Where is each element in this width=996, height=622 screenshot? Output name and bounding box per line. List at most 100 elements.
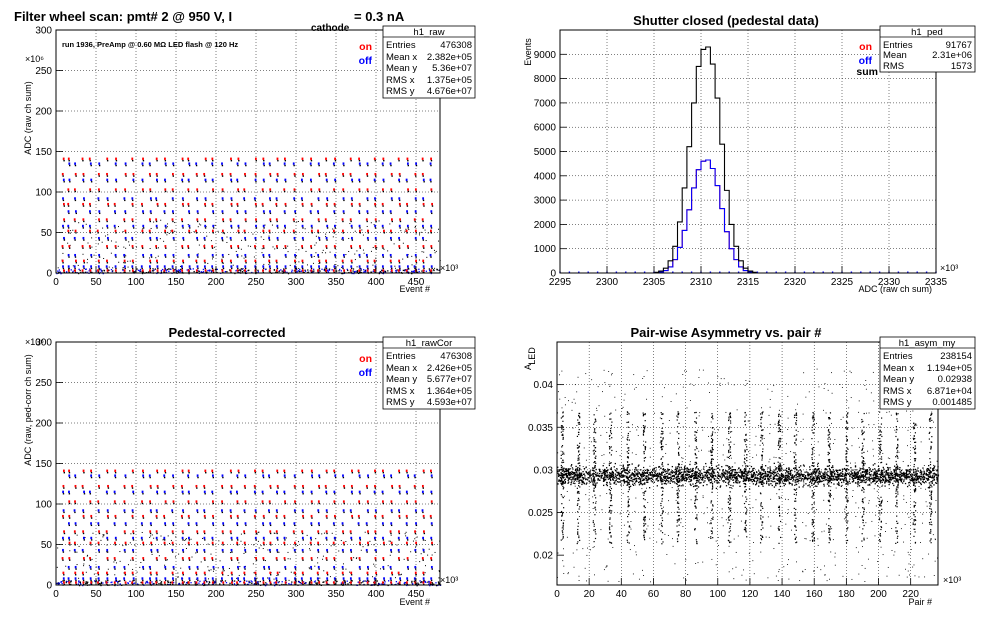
data-point <box>578 474 580 476</box>
data-point <box>696 465 698 468</box>
data-point <box>236 581 238 584</box>
data-point <box>251 582 253 585</box>
data-point <box>389 253 392 257</box>
data-point <box>148 474 151 477</box>
data-point <box>642 475 644 477</box>
data-point <box>430 469 432 472</box>
data-point <box>342 172 344 176</box>
data-point <box>430 500 433 503</box>
data-point <box>157 487 159 489</box>
data-point <box>290 571 292 573</box>
data-point <box>838 477 840 479</box>
data-point <box>160 581 163 583</box>
data-point <box>79 269 81 272</box>
data-point <box>422 511 424 514</box>
data-point <box>230 227 233 229</box>
data-point <box>67 565 70 569</box>
data-point <box>102 272 104 275</box>
data-point <box>89 162 92 165</box>
data-point <box>244 500 247 503</box>
data-point <box>115 247 117 249</box>
data-point <box>83 259 85 263</box>
data-point <box>283 232 286 234</box>
data-point <box>741 473 743 476</box>
data-point <box>67 227 70 229</box>
data-point <box>430 265 433 268</box>
data-point <box>301 157 304 160</box>
data-point <box>721 466 723 468</box>
data-point <box>100 268 102 270</box>
data-point <box>742 478 745 480</box>
data-point <box>422 202 425 206</box>
data-point <box>326 579 329 582</box>
data-point <box>114 205 116 207</box>
data-point <box>430 579 433 582</box>
data-point <box>407 559 409 561</box>
data-point <box>114 568 116 570</box>
data-point <box>358 160 361 162</box>
y-tick-label: 7000 <box>534 98 557 109</box>
data-point <box>425 240 427 242</box>
data-point <box>367 474 369 477</box>
data-point <box>165 164 167 167</box>
data-point <box>247 583 249 586</box>
data-point <box>664 474 666 476</box>
data-point <box>96 229 99 233</box>
data-point <box>367 232 369 234</box>
data-point <box>172 544 174 546</box>
data-point <box>87 581 89 583</box>
data-point <box>188 493 190 495</box>
baseline-marker <box>860 271 862 273</box>
data-point <box>359 267 361 270</box>
data-point <box>164 212 166 215</box>
data-point <box>67 157 70 160</box>
data-point <box>722 470 724 472</box>
data-point <box>262 157 265 160</box>
data-point <box>406 524 408 527</box>
data-point <box>852 480 854 483</box>
data-point <box>317 579 319 582</box>
data-point <box>244 253 247 257</box>
data-point <box>68 500 71 503</box>
data-point <box>311 493 313 495</box>
data-point <box>811 482 813 484</box>
data-point <box>382 583 384 586</box>
data-point <box>170 539 172 541</box>
data-point <box>204 532 206 535</box>
data-point <box>746 471 748 473</box>
stats-label: Entries <box>386 40 416 51</box>
data-point <box>614 473 617 475</box>
data-point <box>846 482 848 484</box>
data-point <box>275 245 278 248</box>
data-point <box>357 581 359 583</box>
data-point <box>222 212 224 215</box>
data-point <box>376 247 378 249</box>
data-point <box>83 220 85 223</box>
data-point <box>62 157 65 160</box>
data-point <box>908 484 910 486</box>
data-point <box>399 269 401 272</box>
data-point <box>149 210 152 213</box>
data-point <box>196 188 199 191</box>
data-point <box>571 464 573 466</box>
data-point <box>68 568 70 570</box>
data-point <box>366 175 369 177</box>
data-point <box>398 559 400 561</box>
data-point <box>75 583 78 586</box>
data-point <box>326 548 328 552</box>
data-point <box>89 541 92 545</box>
data-point <box>188 256 190 258</box>
data-point <box>683 468 685 471</box>
data-point <box>82 178 85 182</box>
data-point <box>365 253 368 257</box>
data-point <box>188 536 190 540</box>
data-point <box>406 271 408 274</box>
data-point <box>768 471 770 474</box>
data-point <box>76 564 78 566</box>
data-point <box>398 530 400 533</box>
data-point <box>908 476 910 478</box>
data-point <box>358 269 361 272</box>
data-point <box>775 482 777 484</box>
data-point <box>166 234 168 236</box>
data-point <box>172 583 174 586</box>
